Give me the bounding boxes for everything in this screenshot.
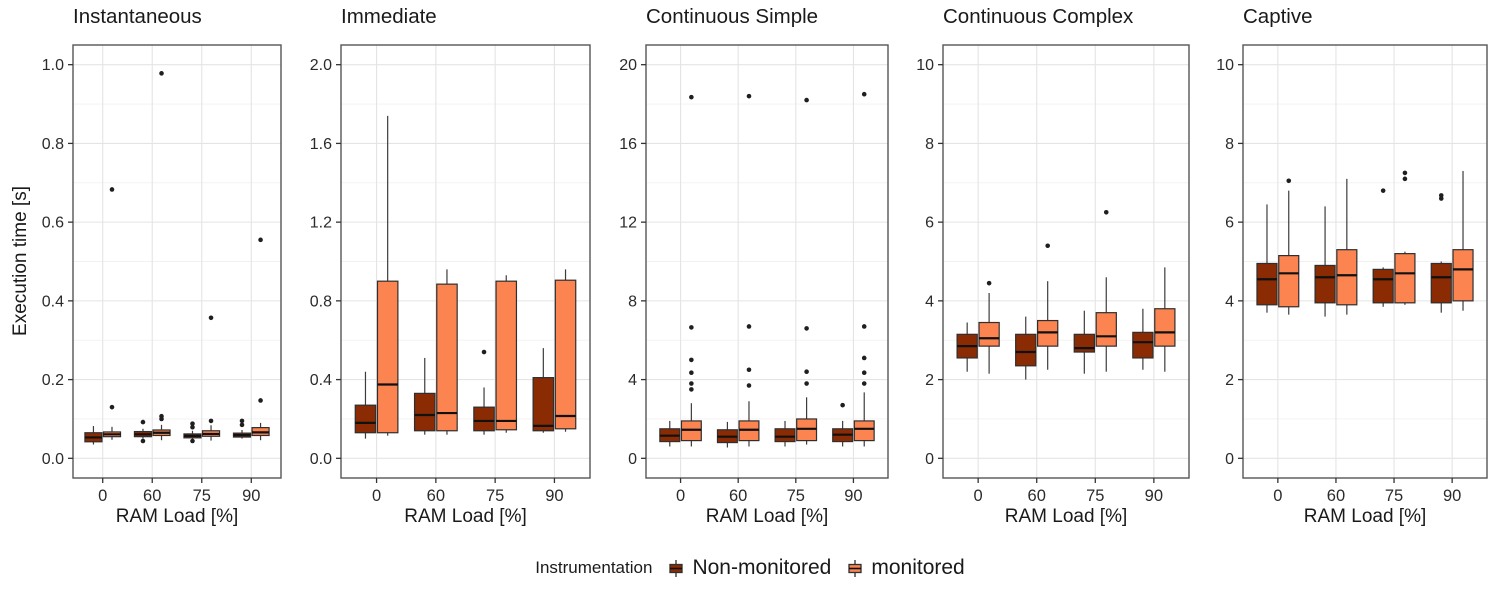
- x-axis-title-immediate: RAM Load [%]: [404, 506, 527, 527]
- svg-text:60: 60: [427, 487, 445, 505]
- svg-text:0: 0: [372, 487, 381, 505]
- svg-text:1.0: 1.0: [42, 57, 64, 74]
- panel-plot-area-captive: 0 2 4 6 8 10 0 60 75 90: [1216, 44, 1488, 505]
- legend: Instrumentation Non-monitored monitored: [0, 556, 1500, 580]
- svg-text:0.0: 0.0: [42, 451, 64, 468]
- svg-text:0.8: 0.8: [42, 136, 64, 153]
- svg-text:4: 4: [925, 293, 934, 310]
- svg-text:8: 8: [925, 136, 934, 153]
- svg-text:16: 16: [619, 136, 637, 153]
- svg-text:0.4: 0.4: [42, 293, 64, 310]
- panel-title-instantaneous: Instantaneous: [73, 5, 202, 28]
- x-axis-title-instantaneous: RAM Load [%]: [115, 506, 239, 527]
- svg-text:0: 0: [974, 487, 983, 505]
- x-axis-title-continuous-complex: RAM Load [%]: [1004, 506, 1128, 527]
- svg-text:90: 90: [1145, 487, 1163, 505]
- legend-item-monitored: monitored: [847, 556, 965, 580]
- svg-text:90: 90: [844, 487, 862, 505]
- svg-text:75: 75: [486, 487, 504, 505]
- svg-text:8: 8: [628, 293, 637, 310]
- svg-text:12: 12: [619, 215, 637, 232]
- svg-text:6: 6: [925, 215, 934, 232]
- panel-continuous-simple: 0 4 8 12 16 20 0 60 75 90 Continuous Simple RAM L…: [588, 0, 902, 545]
- legend-title: Instrumentation: [535, 558, 653, 577]
- svg-text:0.2: 0.2: [42, 372, 64, 389]
- panel-plot-area-continuous-simple: 0 4 8 12 16 20 0 60 75 90: [619, 44, 889, 505]
- svg-text:90: 90: [545, 487, 563, 505]
- svg-text:0.0: 0.0: [310, 451, 332, 468]
- svg-text:90: 90: [242, 487, 260, 505]
- panel-plot-area-continuous-complex: 0 2 4 6 8 10 0 60 75 90: [916, 44, 1190, 505]
- panel-immediate: 0.0 0.4 0.8 1.2 1.6 2.0 0 60 75 90 Immediate RAM …: [283, 0, 604, 545]
- svg-text:0: 0: [628, 451, 637, 468]
- svg-text:0.4: 0.4: [310, 372, 332, 389]
- svg-text:10: 10: [1216, 57, 1234, 74]
- boxplot-key-monitored-icon: [848, 559, 862, 577]
- panel-title-continuous-simple: Continuous Simple: [646, 5, 819, 28]
- svg-text:4: 4: [628, 372, 637, 389]
- panel-title-captive: Captive: [1243, 5, 1313, 28]
- svg-text:0: 0: [676, 487, 685, 505]
- boxplot-key-non-monitored-icon: [669, 559, 684, 577]
- svg-text:0.8: 0.8: [310, 293, 332, 310]
- svg-text:0: 0: [1273, 487, 1282, 505]
- svg-text:60: 60: [1327, 487, 1345, 505]
- legend-label-non-monitored: Non-monitored: [692, 556, 832, 579]
- svg-text:4: 4: [1225, 293, 1234, 310]
- svg-text:0: 0: [98, 487, 107, 505]
- svg-text:75: 75: [787, 487, 805, 505]
- svg-text:60: 60: [143, 487, 161, 505]
- svg-text:1.2: 1.2: [310, 215, 332, 232]
- svg-text:60: 60: [729, 487, 747, 505]
- svg-text:0: 0: [925, 451, 934, 468]
- svg-text:75: 75: [1385, 487, 1403, 505]
- panel-instantaneous: 0.0 0.2 0.4 0.6 0.8 1.0 0 60 75 90 Instantaneous …: [15, 0, 295, 545]
- svg-text:6: 6: [1225, 215, 1234, 232]
- panel-continuous-complex: 0 2 4 6 8 10 0 60 75 90 Continuous Complex RAM Lo…: [885, 0, 1203, 545]
- panel-title-immediate: Immediate: [341, 5, 437, 28]
- x-axis-title-captive: RAM Load [%]: [1303, 506, 1427, 527]
- x-axis-title-continuous-simple: RAM Load [%]: [705, 506, 829, 527]
- svg-text:2.0: 2.0: [310, 57, 332, 74]
- svg-text:90: 90: [1443, 487, 1461, 505]
- panel-plot-area-immediate: 0.0 0.4 0.8 1.2 1.6 2.0 0 60 75 90: [310, 44, 591, 505]
- panel-title-continuous-complex: Continuous Complex: [943, 5, 1134, 28]
- svg-text:10: 10: [916, 57, 934, 74]
- svg-text:20: 20: [619, 57, 637, 74]
- svg-text:1.6: 1.6: [310, 136, 332, 153]
- svg-text:60: 60: [1028, 487, 1046, 505]
- svg-text:75: 75: [193, 487, 211, 505]
- svg-text:2: 2: [1225, 372, 1234, 389]
- svg-text:8: 8: [1225, 136, 1234, 153]
- svg-text:2: 2: [925, 372, 934, 389]
- svg-text:75: 75: [1086, 487, 1104, 505]
- legend-label-monitored: monitored: [871, 556, 965, 579]
- svg-text:0: 0: [1225, 451, 1234, 468]
- legend-item-non-monitored: Non-monitored: [668, 556, 831, 580]
- svg-text:0.6: 0.6: [42, 215, 64, 232]
- panel-plot-area-instantaneous: 0.0 0.2 0.4 0.6 0.8 1.0 0 60 75 90: [42, 44, 282, 505]
- panel-captive: 0 2 4 6 8 10 0 60 75 90 Captive RAM Load [%]: [1185, 0, 1500, 545]
